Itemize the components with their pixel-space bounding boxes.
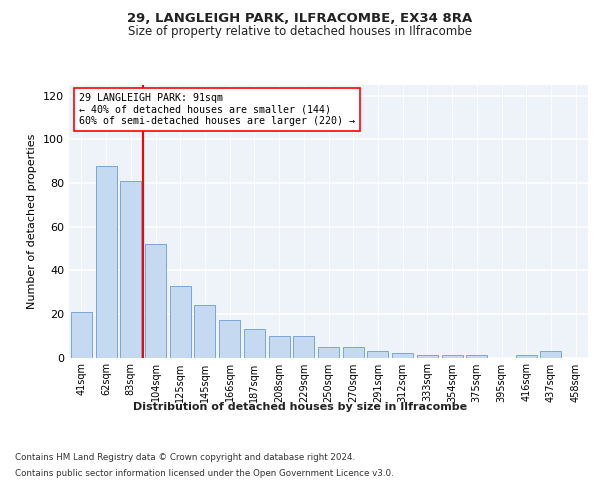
Bar xyxy=(71,312,92,358)
Bar xyxy=(219,320,240,358)
Bar xyxy=(392,353,413,358)
Bar xyxy=(145,244,166,358)
Bar xyxy=(466,356,487,358)
Bar xyxy=(269,336,290,357)
Text: Contains public sector information licensed under the Open Government Licence v3: Contains public sector information licen… xyxy=(15,468,394,477)
Bar xyxy=(343,346,364,358)
Bar xyxy=(367,351,388,358)
Bar xyxy=(194,305,215,358)
Text: Distribution of detached houses by size in Ilfracombe: Distribution of detached houses by size … xyxy=(133,402,467,412)
Text: 29, LANGLEIGH PARK, ILFRACOMBE, EX34 8RA: 29, LANGLEIGH PARK, ILFRACOMBE, EX34 8RA xyxy=(127,12,473,26)
Y-axis label: Number of detached properties: Number of detached properties xyxy=(28,134,37,309)
Bar xyxy=(516,356,537,358)
Text: 29 LANGLEIGH PARK: 91sqm
← 40% of detached houses are smaller (144)
60% of semi-: 29 LANGLEIGH PARK: 91sqm ← 40% of detach… xyxy=(79,93,355,126)
Bar xyxy=(541,351,562,358)
Bar xyxy=(244,329,265,358)
Bar xyxy=(95,166,116,358)
Bar xyxy=(170,286,191,358)
Bar xyxy=(293,336,314,357)
Bar xyxy=(318,346,339,358)
Bar xyxy=(120,181,141,358)
Bar xyxy=(417,356,438,358)
Text: Contains HM Land Registry data © Crown copyright and database right 2024.: Contains HM Land Registry data © Crown c… xyxy=(15,454,355,462)
Bar xyxy=(442,356,463,358)
Text: Size of property relative to detached houses in Ilfracombe: Size of property relative to detached ho… xyxy=(128,25,472,38)
